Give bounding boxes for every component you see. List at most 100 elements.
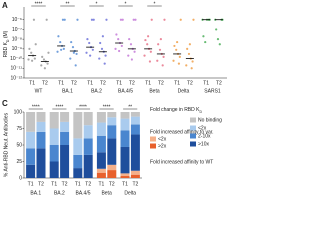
bar-segment [36, 131, 46, 149]
bar-segment [107, 138, 117, 165]
dot [215, 28, 218, 31]
dot [121, 18, 124, 21]
bar-segment [120, 176, 130, 178]
x-tick-label: T1 [98, 181, 104, 187]
legend-label: >10x [198, 141, 209, 147]
x-tick-label: T1 [87, 80, 93, 86]
x-tick-label: T1 [203, 80, 209, 86]
legend-swatch [190, 117, 196, 123]
x-tick-label: T2 [38, 181, 44, 187]
dot [76, 18, 79, 21]
bar-segment [49, 145, 59, 162]
bar-segment [36, 112, 46, 122]
bar-segment [60, 131, 70, 145]
x-tick-label: T1 [116, 80, 122, 86]
dot [119, 18, 123, 21]
dot [178, 55, 181, 58]
bar-segment [130, 124, 140, 135]
dot [69, 57, 72, 60]
group-label: Delta [124, 190, 136, 196]
group-label: Delta [178, 88, 190, 94]
bar-segment [130, 174, 140, 178]
bar-segment [36, 121, 46, 132]
dot [27, 58, 30, 61]
x-tick-label: T1 [174, 80, 180, 86]
bar-segment [130, 112, 140, 117]
dot [88, 41, 91, 45]
legend-label: 2-10x [198, 133, 211, 139]
dot [28, 47, 31, 50]
bar-segment [96, 112, 106, 123]
dot [61, 18, 65, 21]
y-tick-label: 10⁻⁸ [12, 36, 22, 42]
legend-group-title: Fold increased affinity to var. [150, 129, 214, 135]
group-label: BA.2 [54, 190, 65, 196]
y-tick-label: 75 [16, 126, 22, 132]
bar-segment [120, 146, 130, 174]
dot [34, 43, 37, 46]
group-label: WT [35, 88, 43, 94]
dot [71, 46, 75, 49]
y-tick-label: 10⁻⁶ [12, 17, 22, 23]
dot [158, 48, 162, 51]
group-label: Beta [149, 88, 160, 94]
bar-segment [107, 170, 117, 178]
bar-segment [96, 152, 106, 169]
bar-segment [49, 161, 59, 178]
bar-segment [60, 121, 70, 132]
dot [72, 51, 75, 54]
dot [172, 59, 175, 62]
y-tick-label: 10⁻⁷ [12, 27, 22, 33]
label-part: RBD K [3, 41, 9, 57]
dot [130, 58, 133, 61]
dot [162, 55, 165, 58]
bar-segment [107, 117, 117, 126]
y-tick-label: 50 [16, 142, 22, 148]
legend-swatch [150, 136, 156, 142]
dot [192, 18, 195, 21]
dot [104, 54, 107, 57]
dot [70, 40, 73, 44]
bar-segment [96, 168, 106, 173]
dot [60, 48, 63, 51]
dot [143, 54, 146, 57]
bar-segment [60, 145, 70, 178]
dot [132, 18, 135, 21]
x-tick-label: T2 [216, 80, 222, 86]
dot [118, 49, 121, 53]
dot [191, 60, 194, 63]
dot [103, 62, 106, 65]
x-tick-label: T2 [109, 181, 115, 187]
bar-segment [26, 131, 36, 149]
dot [115, 33, 118, 36]
x-tick-label: T2 [158, 80, 164, 86]
y-tick-label: 25 [16, 159, 22, 165]
group-label: BA.1 [62, 88, 73, 94]
significance: **** [79, 104, 87, 110]
panel-letter: A [2, 1, 8, 10]
group-label: BA.2 [91, 88, 102, 94]
dot [186, 47, 189, 50]
dot [57, 35, 60, 38]
x-tick-label: T1 [122, 181, 128, 187]
label-part: Fold change in RBD K [150, 107, 200, 113]
bar-segment [26, 148, 36, 165]
dot [177, 62, 181, 65]
dot [120, 44, 123, 48]
bar-segment [120, 118, 130, 131]
dot [218, 43, 221, 46]
dot [117, 38, 120, 41]
dot [150, 18, 153, 21]
dot [62, 47, 65, 50]
group-label: BA.4/5 [75, 190, 90, 196]
bar-segment [60, 112, 70, 122]
dot [100, 47, 104, 50]
bar-segment [49, 128, 59, 145]
legend-swatch [190, 133, 196, 139]
dot [156, 59, 159, 62]
dot [163, 18, 166, 21]
dot [45, 18, 48, 21]
bar-segment [49, 112, 59, 129]
dot [74, 64, 77, 67]
figure: A C RBD KD (M) % Anti-RBD Neut. Antibodi… [2, 1, 227, 196]
